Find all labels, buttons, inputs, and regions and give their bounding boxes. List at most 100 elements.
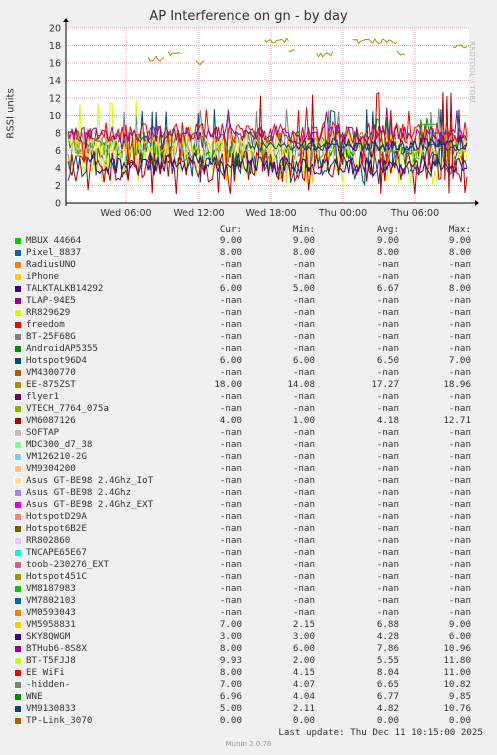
legend-swatch (14, 621, 22, 629)
legend-series-name: flyer1 (26, 391, 60, 402)
legend-swatch (14, 369, 22, 377)
legend-series-name: Hotspot451C (26, 571, 87, 582)
legend-cur-value: -nan (219, 487, 242, 498)
legend-swatch (14, 321, 22, 329)
legend-series-name: toob-230276_EXT (26, 559, 109, 570)
legend-min-value: -nan (292, 403, 315, 414)
legend-series-name: Hotspot6B2E (26, 523, 87, 534)
legend-avg-value: -nan (376, 343, 399, 354)
legend-cur-value: -nan (219, 607, 242, 618)
series-line (352, 37, 398, 45)
legend-row: RR802860 -nan -nan -nan -nan (0, 535, 497, 547)
x-tick-label: Thu 00:00 (318, 208, 367, 219)
legend-max-value: -nan (448, 511, 471, 522)
y-tick-label: 10 (49, 111, 61, 122)
legend-cur-value: -nan (219, 451, 242, 462)
legend-swatch (14, 333, 22, 341)
y-tick-label: 14 (49, 76, 61, 87)
legend-min-value: -nan (292, 547, 315, 558)
legend-min-value: -nan (292, 343, 315, 354)
legend-max-value: 12.71 (443, 415, 471, 426)
legend-avg-value: -nan (376, 595, 399, 606)
legend-swatch (14, 345, 22, 353)
legend-avg-value: -nan (376, 583, 399, 594)
legend-max-value: -nan (448, 427, 471, 438)
legend-max-value: 11.00 (443, 667, 471, 678)
legend-series-name: MBUX 44664 (26, 235, 82, 246)
legend-avg-value: -nan (376, 559, 399, 570)
legend-row: VM9304200 -nan -nan -nan -nan (0, 463, 497, 475)
legend-cur-value: -nan (219, 319, 242, 330)
legend-avg-value: -nan (376, 487, 399, 498)
legend-row: RadiusUNO -nan -nan -nan -nan (0, 259, 497, 271)
legend-row: Asus GT-BE98 2.4Ghz -nan -nan -nan -nan (0, 487, 497, 499)
legend-max-value: 10.82 (443, 679, 471, 690)
x-tick-label: Wed 12:00 (173, 208, 224, 219)
legend-cur-value: -nan (219, 571, 242, 582)
legend-max-value: -nan (448, 571, 471, 582)
legend-swatch (14, 273, 22, 281)
legend-series-name: VM6087126 (26, 415, 76, 426)
legend-row: flyer1 -nan -nan -nan -nan (0, 391, 497, 403)
legend-row: RR829629 -nan -nan -nan -nan (0, 307, 497, 319)
legend-series-name: TP-Link_3070 (26, 715, 93, 726)
legend-series-name: VM8187983 (26, 583, 76, 594)
legend-max-value: -nan (448, 463, 471, 474)
legend-cur-value: -nan (219, 259, 242, 270)
legend-cur-value: 0.00 (219, 715, 242, 726)
legend-swatch (14, 633, 22, 641)
legend-min-value: -nan (292, 583, 315, 594)
legend-avg-value: -nan (376, 319, 399, 330)
legend-avg-value: 7.86 (376, 643, 399, 654)
legend-cur-value: -nan (219, 499, 242, 510)
legend-avg-value: 0.00 (376, 715, 399, 726)
legend-row: BT-T5FJJ8 9.93 2.00 5.55 11.80 (0, 655, 497, 667)
legend-avg-value: 6.67 (376, 283, 399, 294)
legend-avg-value: -nan (376, 511, 399, 522)
legend-min-value: -nan (292, 559, 315, 570)
legend-swatch (14, 441, 22, 449)
legend-series-name: TNCAPE65E67 (26, 547, 87, 558)
legend-row: freedom -nan -nan -nan -nan (0, 319, 497, 331)
y-tick-label: 0 (55, 199, 61, 210)
legend-row: Pixel_8837 8.00 8.00 8.00 8.00 (0, 247, 497, 259)
legend-cur-value: 9.93 (219, 655, 242, 666)
legend-max-value: -nan (448, 391, 471, 402)
legend-swatch (14, 381, 22, 389)
legend-cur-value: -nan (219, 343, 242, 354)
legend-cur-value: 5.00 (219, 703, 242, 714)
legend-swatch (14, 609, 22, 617)
y-tick-label: 16 (49, 59, 61, 70)
legend-min-value: -nan (292, 607, 315, 618)
legend-cur-value: 6.00 (219, 355, 242, 366)
last-update: Last update: Thu Dec 11 10:15:00 2025 (278, 727, 483, 738)
legend-max-value: -nan (448, 319, 471, 330)
legend-cur-value: 6.00 (219, 283, 242, 294)
legend-swatch (14, 561, 22, 569)
legend-series-name: Asus GT-BE98 2.4Ghz (26, 487, 132, 498)
legend-row: VM0593043 -nan -nan -nan -nan (0, 607, 497, 619)
legend-avg-value: -nan (376, 547, 399, 558)
legend-cur-value: 9.00 (219, 235, 242, 246)
legend-swatch (14, 393, 22, 401)
legend-max-value: -nan (448, 403, 471, 414)
legend-swatch (14, 249, 22, 257)
legend-avg-value: 6.65 (376, 679, 399, 690)
series-line (167, 51, 181, 57)
legend-series-name: Asus GT-BE98 2.4Ghz_IoT (26, 475, 154, 486)
legend-min-value: -nan (292, 463, 315, 474)
legend-max-value: 0.00 (448, 715, 471, 726)
legend-series-name: BTHub6-8S8X (26, 643, 87, 654)
legend-avg-value: -nan (376, 463, 399, 474)
legend-avg-value: -nan (376, 391, 399, 402)
legend-swatch (14, 453, 22, 461)
legend-min-value: -nan (292, 259, 315, 270)
legend-series-name: RadiusUNO (26, 259, 76, 270)
legend-min-value: 9.00 (292, 235, 315, 246)
legend-min-value: 4.15 (292, 667, 315, 678)
series-line (195, 60, 205, 66)
legend-row: HotspotD29A -nan -nan -nan -nan (0, 511, 497, 523)
legend-series-name: AndroidAP5355 (26, 343, 98, 354)
y-tick-label: 18 (49, 41, 61, 52)
legend-min-value: 4.07 (292, 679, 315, 690)
